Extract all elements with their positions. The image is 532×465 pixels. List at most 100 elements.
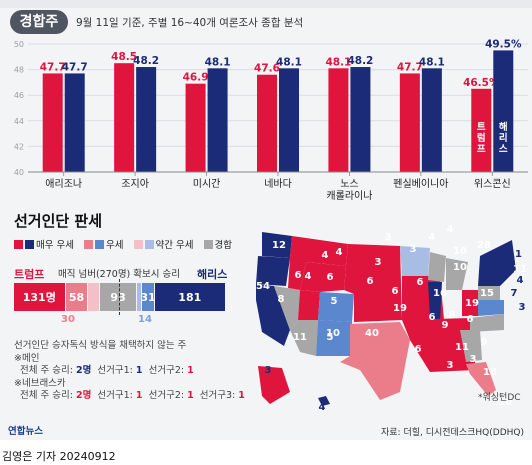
in-bar-label: 스 [499,144,508,155]
y-tick-label: 50 [14,40,24,49]
bar [399,73,420,172]
bar [257,74,277,172]
data-label: 47.7 [62,61,88,73]
legend-swatch-tilt [133,240,143,249]
section-badge: 경합주 [10,10,68,34]
in-bar-label: 럼 [477,132,486,144]
state-electoral-count: 9 [442,320,449,331]
neb-d2: 1 [187,390,194,401]
state-electoral-count: 5 [331,296,338,307]
electoral-segment: 58 [65,283,89,311]
category-label: 미시간 [193,178,221,190]
state-electoral-count: 16 [483,367,497,378]
data-label: 47.7 [40,61,66,73]
notes-maine-detail: 전체 주 승리: 2명 선거구1: 1 선거구2: 1 [14,365,245,378]
category-label: 캐롤라이나 [326,190,372,202]
region-oh [462,290,478,316]
bar [64,73,85,172]
state-electoral-count: 6 [295,270,302,281]
region-hi [318,396,330,406]
region-nv [274,286,300,330]
legend-swatch-lean [84,240,94,249]
data-label: 46.9 [183,72,209,84]
state-electoral-count: 3 [519,302,526,313]
neb-d3-pre: 선거구3: [199,390,239,401]
notes-maine: ※메인 [14,352,40,364]
state-electoral-count: 6 [367,276,374,287]
bar [114,63,135,173]
electoral-segment [88,283,101,311]
state-electoral-count: 3 [410,244,417,255]
yonhap-logo: 연합뉴스 [8,426,43,437]
legend-label-tossup: 경합 [214,240,233,251]
harris-label: 해리스 [197,268,228,281]
state-electoral-count: 3 [447,360,454,371]
bar [136,67,157,172]
y-tick-label: 40 [14,168,24,177]
magic-number-line [119,279,120,315]
in-bar-label: 트 [477,122,486,133]
top-strip [0,0,532,8]
in-bar-label: 해 [499,121,508,133]
electoral-vote-bar: 131명 58 93 31 181 [14,283,226,311]
trump-tilt-count: 30 [61,314,75,325]
maine-d2-pre: 선거구2: [148,365,188,376]
state-electoral-count: 3 [265,365,272,376]
state-electoral-count: 6 [467,314,474,325]
state-electoral-count: 6 [415,344,422,355]
neb-total: 2명 [76,390,92,401]
state-electoral-count: 7 [511,288,518,299]
data-label: 47.6 [254,63,280,75]
y-tick-label: 42 [14,142,24,151]
state-electoral-count: 6 [392,286,399,297]
state-electoral-count: 6 [327,272,334,283]
neb-d1-pre: 선거구1: [97,390,136,401]
category-label: 노스 [340,178,358,190]
legend-label-tilt: 약간 우세 [155,240,194,251]
legend: 매우 우세 우세 약간 우세 경합 [14,237,239,251]
swing-state-bar-chart: 40424446485047.747.7애리조나48.548.2조지아46.94… [14,38,528,202]
bar [350,67,371,172]
neb-d3: 1 [238,390,245,401]
state-electoral-count: 4 [493,250,500,261]
region-va [478,300,504,316]
in-bar-label: 리 [499,132,508,144]
electoral-segment: 131명 [14,283,66,311]
electoral-segment [136,283,143,311]
state-electoral-count: 40 [365,328,379,339]
region-south [402,318,476,372]
category-label: 펜실베이니아 [393,178,448,190]
state-electoral-count: 6 [429,312,436,323]
region-wy [300,262,346,292]
legend-swatch-very-strong-blue [25,240,34,249]
state-electoral-count: 8 [278,294,285,305]
source-note: 자료: 더힐, 디시전데스크HQ(DDHQ) [380,428,524,438]
data-label: 48.2 [347,55,373,67]
harris-tilt-count: 14 [138,314,152,325]
legend-swatch-tilt-blue [144,240,154,249]
chart-subtitle: 9월 11일 기준, 주별 16~40개 여론조사 종합 분석 [76,17,304,29]
y-tick-label: 44 [14,117,24,126]
data-label: 48.5 [111,51,137,63]
bar [421,68,442,172]
state-electoral-count: 4 [429,232,436,243]
infographic-card: 경합주 9월 11일 기준, 주별 16~40개 여론조사 종합 분석 40 42… [0,0,532,440]
state-electoral-count: 4 [517,275,524,286]
region-az [290,320,318,356]
maine-total-pre: 전체 주 승리: [20,365,77,376]
state-electoral-count: 10 [498,397,512,408]
split-vote-notes: 선거인단 승자독식 방식을 채택하지 않는 주 ※메인 전체 주 승리: 2명 … [14,340,245,403]
state-electoral-count: 28 [477,240,491,251]
bar [493,50,514,172]
maine-d2: 1 [187,365,194,376]
data-label: 49.5% [485,38,522,50]
state-electoral-count: 10 [453,262,467,273]
category-label: 위스콘신 [474,177,511,190]
state-electoral-count: 8 [449,310,456,321]
state-electoral-count: 19 [465,298,479,309]
data-label: 48.1 [325,56,351,68]
state-electoral-count: 16 [433,288,447,299]
state-electoral-count: 15 [480,288,494,299]
notes-heading: 선거인단 승자독식 방식을 채택하지 않는 주 [14,340,187,351]
